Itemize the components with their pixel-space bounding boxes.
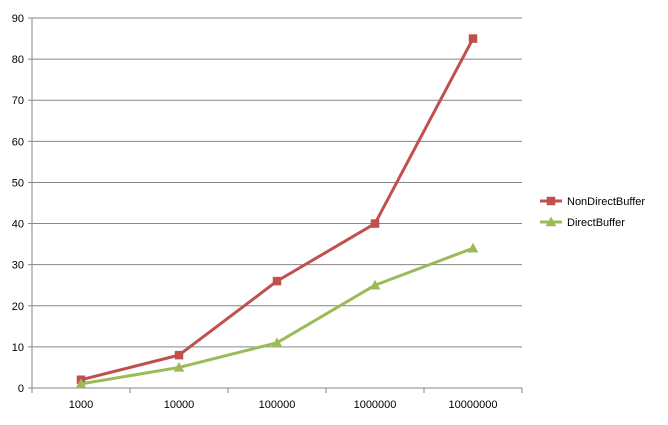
data-point xyxy=(467,242,479,253)
series-nondirectbuffer xyxy=(76,34,478,385)
y-tick-label: 70 xyxy=(12,95,24,107)
legend-marker xyxy=(546,196,556,206)
legend-item: NonDirectBuffer xyxy=(540,196,645,208)
data-point xyxy=(272,276,282,286)
series-directbuffer xyxy=(75,242,479,389)
y-tick-label: 50 xyxy=(12,177,24,189)
data-point xyxy=(369,279,381,290)
gridlines xyxy=(32,17,522,348)
y-axis-ticks: 0 10 20 30 40 50 60 70 80 90 xyxy=(12,13,32,395)
y-tick-label: 0 xyxy=(18,383,24,395)
x-tick-label: 100000 xyxy=(259,399,296,411)
y-tick-label: 40 xyxy=(12,219,24,231)
legend-label: DirectBuffer xyxy=(567,217,625,229)
data-point xyxy=(468,34,478,43)
data-point xyxy=(173,361,185,372)
legend: NonDirectBuffer DirectBuffer xyxy=(540,196,645,229)
series-group xyxy=(75,34,479,389)
x-axis-ticks: 1000 10000 100000 1000000 10000000 xyxy=(31,388,523,411)
y-tick-label: 10 xyxy=(12,342,24,354)
y-tick-label: 60 xyxy=(12,136,24,148)
x-tick-label: 1000000 xyxy=(354,399,397,411)
data-point xyxy=(75,378,87,389)
data-point xyxy=(174,350,184,360)
x-tick-label: 10000000 xyxy=(449,399,498,411)
legend-marker xyxy=(545,216,557,227)
x-tick-label: 10000 xyxy=(164,399,195,411)
y-tick-label: 80 xyxy=(12,54,24,66)
legend-label: NonDirectBuffer xyxy=(567,196,645,208)
axes xyxy=(31,18,522,389)
data-point xyxy=(370,219,380,228)
y-tick-label: 20 xyxy=(12,301,24,313)
y-tick-label: 30 xyxy=(12,260,24,272)
series-line xyxy=(79,37,475,382)
legend-item: DirectBuffer xyxy=(540,216,625,229)
data-point xyxy=(271,337,283,348)
x-tick-label: 1000 xyxy=(69,399,93,411)
y-tick-label: 90 xyxy=(12,13,24,25)
